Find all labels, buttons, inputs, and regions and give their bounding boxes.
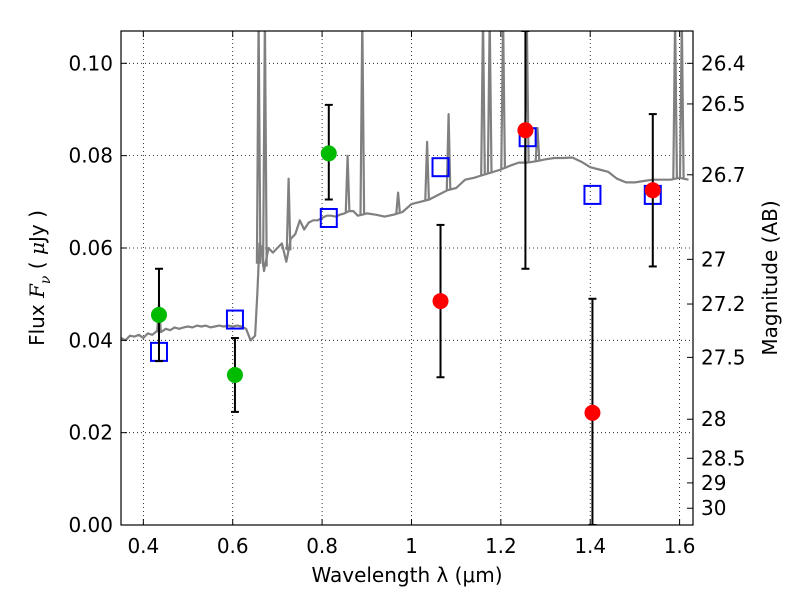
ticks: 0.4 0.6 0.8 1 1.2 1.4 1.6 0.00 0.02 0.04 0.06 0.08 0… (68, 31, 746, 558)
y2-tick-label: 26.7 (701, 163, 746, 187)
x-tick-label: 1 (405, 534, 418, 558)
x-axis-label: Wavelength λ (μm) (311, 563, 502, 587)
y-tick-label: 0.10 (68, 51, 113, 75)
y-axis-label-symbol: F (25, 283, 49, 299)
spectrum-emission-spike (344, 154, 351, 212)
y2-tick-label: 27.5 (701, 345, 746, 369)
spectrum-emission-spike (480, 31, 486, 176)
spectrum-emission-spike (500, 31, 506, 169)
red-data-point (584, 404, 601, 421)
spectrum-emission-spike (424, 140, 430, 201)
x-tick-label: 1.2 (485, 534, 517, 558)
red-data-point (517, 122, 534, 139)
spectrum-emission-spike (445, 113, 452, 190)
model-square-point (225, 309, 244, 330)
green-data-point (150, 306, 167, 323)
y-tick-label: 0.02 (68, 421, 113, 445)
y-axis-label-unit: Jy ) (25, 210, 49, 244)
x-tick-label: 1.4 (574, 534, 606, 558)
plot-frame (120, 30, 694, 526)
spectrum-emission-spike (678, 31, 685, 179)
y2-tick-label: 26.4 (701, 51, 746, 75)
y2-tick-label: 29 (701, 471, 726, 495)
y-tick-label: 0.06 (68, 236, 113, 260)
x-tick-label: 0.6 (217, 534, 249, 558)
x-tick-label: 1.6 (664, 534, 696, 558)
model-square-point (319, 207, 338, 228)
y2-tick-label: 28 (701, 407, 726, 431)
red-data-point (432, 293, 449, 310)
y-axis-label-prefix: Flux (25, 298, 49, 346)
y-tick-label: 0.08 (68, 144, 113, 168)
y2-tick-label: 28.5 (701, 446, 746, 470)
y2-axis-label: Magnitude (AB) (758, 200, 782, 355)
model-square-point (431, 157, 450, 178)
spectrum-emission-spike (285, 177, 292, 251)
spectrum-line (121, 156, 689, 342)
green-data-point (226, 366, 243, 383)
spectrum-emission-spike (262, 31, 268, 267)
y-axis-label: Flux Fν ( μJy ) (25, 210, 54, 346)
model-square-point (583, 184, 602, 205)
spectrum-emission-spike (534, 126, 541, 162)
green-data-point (320, 145, 337, 162)
data-layer (121, 31, 689, 525)
x-tick-label: 0.4 (127, 534, 159, 558)
y2-tick-label: 26.5 (701, 92, 746, 116)
spectrum-emission-spike (255, 31, 262, 264)
spectrum-emission-spike (672, 31, 678, 179)
y2-tick-label: 27 (701, 247, 726, 271)
spectrum-emission-spike (486, 31, 493, 174)
y-tick-label: 0.04 (68, 328, 113, 352)
spectrum-emission-spike (395, 191, 401, 214)
grid (121, 31, 693, 526)
spectrum-emission-spike (359, 31, 366, 215)
y2-tick-label: 30 (701, 496, 726, 520)
x-tick-label: 0.8 (306, 534, 338, 558)
y-axis-label-subscript: ν (38, 275, 54, 284)
y-tick-label: 0.00 (68, 513, 113, 537)
y2-tick-label: 27.2 (701, 292, 746, 316)
red-data-point (644, 182, 661, 199)
y-axis-label-mu: μ (25, 242, 49, 255)
y-axis-label-open: ( (25, 255, 49, 276)
